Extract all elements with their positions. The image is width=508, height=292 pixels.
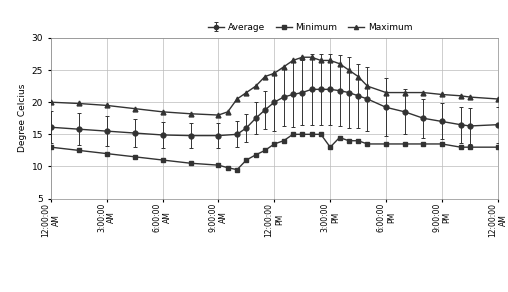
Maximum: [364, 84, 370, 88]
Minimum: [318, 133, 324, 136]
Minimum: [336, 136, 342, 139]
Minimum: [243, 158, 249, 162]
Maximum: [336, 62, 342, 65]
Minimum: [439, 142, 445, 146]
Maximum: [495, 97, 501, 101]
Maximum: [467, 95, 473, 99]
Maximum: [383, 91, 389, 94]
Maximum: [132, 107, 138, 110]
Minimum: [290, 133, 296, 136]
Maximum: [402, 91, 408, 94]
Minimum: [383, 142, 389, 146]
Maximum: [262, 75, 268, 78]
Maximum: [318, 59, 324, 62]
Maximum: [420, 91, 426, 94]
Maximum: [160, 110, 166, 114]
Legend: Average, Minimum, Maximum: Average, Minimum, Maximum: [208, 23, 412, 32]
Minimum: [234, 168, 240, 171]
Minimum: [160, 158, 166, 162]
Minimum: [467, 145, 473, 149]
Maximum: [327, 59, 333, 62]
Minimum: [495, 145, 501, 149]
Minimum: [271, 142, 277, 146]
Line: Minimum: Minimum: [48, 132, 500, 172]
Minimum: [308, 133, 314, 136]
Minimum: [225, 166, 231, 169]
Minimum: [458, 145, 464, 149]
Maximum: [104, 104, 110, 107]
Maximum: [76, 102, 82, 105]
Maximum: [271, 72, 277, 75]
Minimum: [104, 152, 110, 155]
Maximum: [355, 75, 361, 78]
Maximum: [243, 91, 249, 94]
Maximum: [225, 110, 231, 114]
Maximum: [252, 84, 259, 88]
Minimum: [364, 142, 370, 146]
Minimum: [132, 155, 138, 159]
Minimum: [48, 145, 54, 149]
Maximum: [346, 68, 352, 72]
Maximum: [299, 55, 305, 59]
Maximum: [308, 55, 314, 59]
Maximum: [234, 97, 240, 101]
Maximum: [215, 113, 221, 117]
Minimum: [262, 149, 268, 152]
Y-axis label: Degree Celcius: Degree Celcius: [18, 84, 27, 152]
Maximum: [280, 65, 287, 69]
Minimum: [402, 142, 408, 146]
Minimum: [187, 161, 194, 165]
Minimum: [299, 133, 305, 136]
Maximum: [48, 100, 54, 104]
Maximum: [458, 94, 464, 98]
Minimum: [76, 149, 82, 152]
Maximum: [439, 93, 445, 96]
Line: Maximum: Maximum: [48, 55, 500, 117]
Minimum: [280, 139, 287, 142]
Minimum: [355, 139, 361, 142]
Minimum: [252, 153, 259, 157]
Minimum: [215, 164, 221, 167]
Maximum: [187, 112, 194, 116]
Maximum: [290, 59, 296, 62]
Minimum: [346, 139, 352, 142]
Minimum: [420, 142, 426, 146]
Minimum: [327, 145, 333, 149]
